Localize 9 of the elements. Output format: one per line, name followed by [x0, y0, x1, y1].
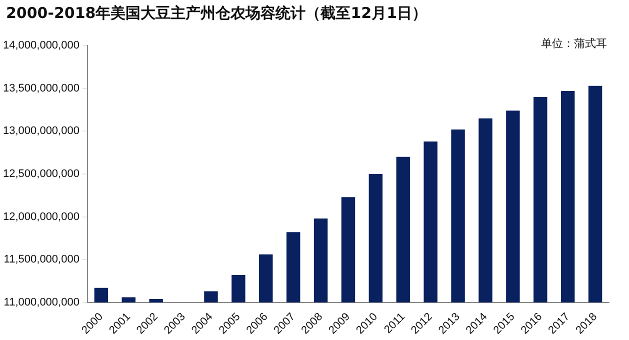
y-tick-label: 11,000,000,000 — [4, 296, 80, 308]
y-tick-label: 11,500,000,000 — [4, 254, 80, 266]
y-tick-label: 12,000,000,000 — [2, 210, 80, 223]
chart-title: 2000-2018年美国大豆主产州仓农场容统计（截至12月1日） — [6, 4, 428, 23]
annotation: 单位：蒲式耳 — [541, 36, 607, 51]
y-tick-label: 13,500,000,000 — [2, 82, 80, 94]
y-tick-label: 12,500,000,000 — [2, 168, 80, 180]
y-tick-label: 13,000,000,000 — [2, 125, 80, 138]
y-tick-label: 14,000,000,000 — [2, 40, 80, 52]
